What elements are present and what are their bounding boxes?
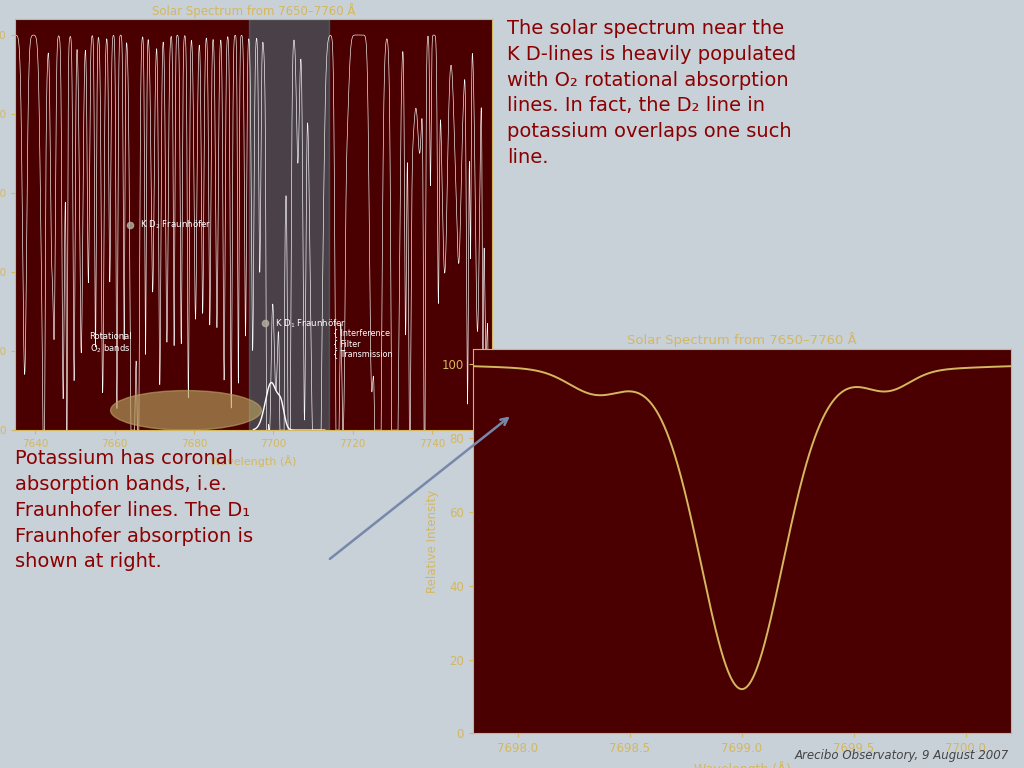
Title: Solar Spectrum from 7650–7760 Å: Solar Spectrum from 7650–7760 Å <box>627 332 857 347</box>
Text: Potassium has coronal
absorption bands, i.e.
Fraunhofer lines. The D₁
Fraunhofer: Potassium has coronal absorption bands, … <box>15 449 254 571</box>
Text: Rotational
O$_2$ bands: Rotational O$_2$ bands <box>89 332 132 355</box>
Bar <box>250 19 329 430</box>
Title: Solar Spectrum from 7650–7760 Å: Solar Spectrum from 7650–7760 Å <box>152 3 355 18</box>
Y-axis label: Relative Intensity: Relative Intensity <box>426 490 439 593</box>
Text: K D$_2$ Fraunhöfer: K D$_2$ Fraunhöfer <box>140 218 212 231</box>
X-axis label: Wavelength (Å): Wavelength (Å) <box>693 761 791 768</box>
Text: The solar spectrum near the
K D-lines is heavily populated
with O₂ rotational ab: The solar spectrum near the K D-lines is… <box>507 19 796 167</box>
Text: { Interference
{ Filter
{ Transmission: { Interference { Filter { Transmission <box>333 328 392 358</box>
Ellipse shape <box>111 391 261 430</box>
Text: K D$_1$ Fraunhöfer: K D$_1$ Fraunhöfer <box>275 317 346 329</box>
X-axis label: Wavelength (Å): Wavelength (Å) <box>210 455 297 467</box>
Text: Arecibo Observatory, 9 August 2007: Arecibo Observatory, 9 August 2007 <box>795 749 1009 762</box>
